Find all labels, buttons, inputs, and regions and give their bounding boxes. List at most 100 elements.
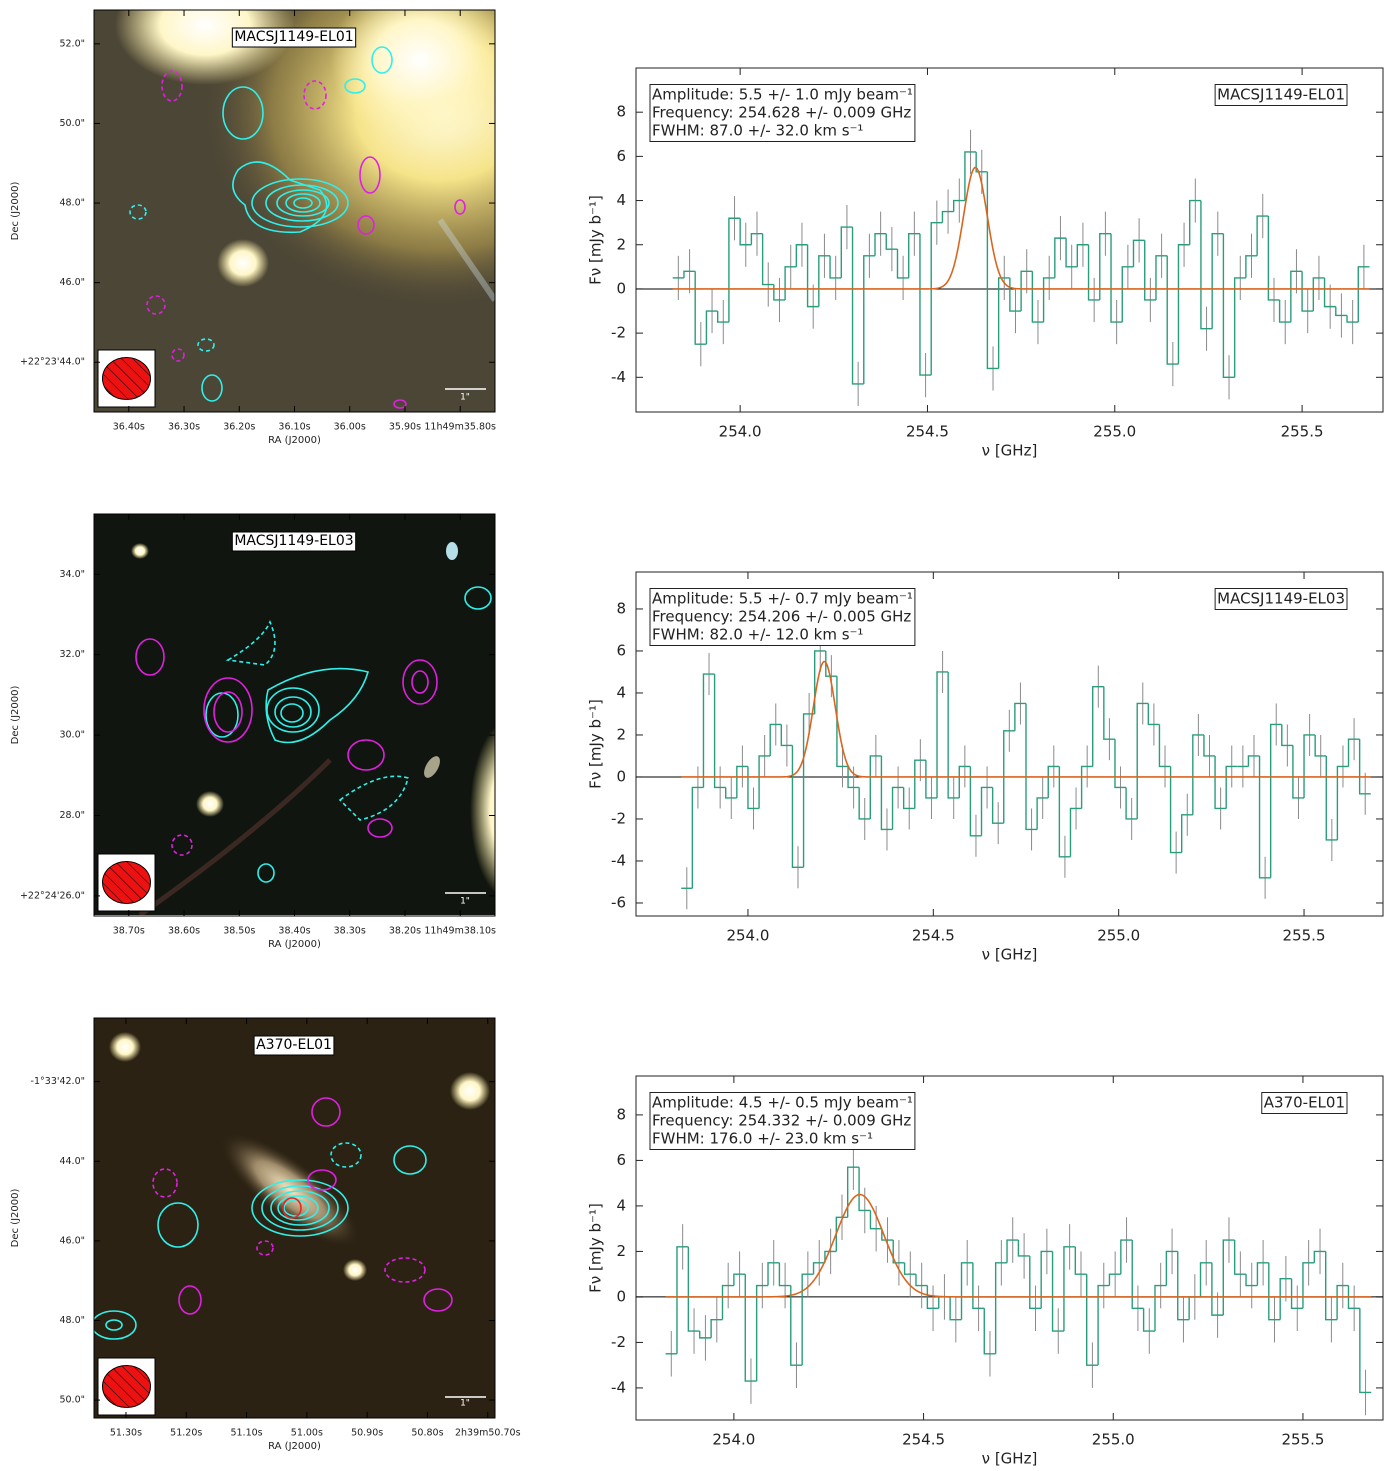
x-tick-label: 36.20s: [223, 422, 255, 433]
gaussian-fit: [681, 660, 1371, 778]
spectrum-step: [915, 1274, 928, 1287]
x-tick-label: 36.10s: [278, 422, 310, 433]
y-tick-label: -1°33'42.0": [31, 1076, 85, 1087]
y-tick-label: 46.0": [59, 1235, 85, 1246]
spectrum-step: [1325, 755, 1338, 841]
x-tick-label: 254.0: [719, 423, 762, 441]
spectrum-step: [1144, 240, 1156, 301]
x-axis-label: RA (J2000): [268, 435, 321, 446]
x-tick-label: 36.00s: [334, 422, 366, 433]
fit-annotation: Amplitude: 5.5 +/- 0.7 mJy beam⁻¹: [652, 590, 913, 608]
spectrum-step: [960, 1262, 973, 1320]
spectrum-step: [1211, 1262, 1224, 1316]
spectrum-step: [1269, 723, 1282, 878]
y-axis-label: Fν [mJy b⁻¹]: [587, 699, 605, 789]
spectrum-label: MACSJ1149-EL01: [1217, 86, 1345, 104]
y-tick-label: 2: [616, 1242, 626, 1260]
spectrum-step: [710, 1318, 723, 1338]
panel-label: A370-EL01: [256, 1037, 332, 1053]
x-tick-label: 51.00s: [291, 1428, 323, 1439]
x-tick-label: 38.40s: [278, 926, 310, 937]
spectrum-step: [941, 210, 954, 223]
spectrum-step: [1103, 686, 1115, 740]
y-tick-label: -2: [611, 324, 626, 342]
spectrum-step: [1203, 734, 1216, 757]
spectrum-step: [1314, 734, 1327, 757]
spectrum-step: [975, 151, 988, 173]
y-tick-label: 50.0": [59, 118, 85, 129]
spectrum-step: [1258, 755, 1271, 879]
spectrum-step: [795, 244, 808, 267]
spectrum-step: [958, 765, 971, 798]
plot-frame: [635, 1075, 1384, 1421]
y-tick-label: 48.0": [59, 198, 85, 209]
y-tick-label: 46.0": [59, 277, 85, 288]
x-tick-label: 36.30s: [168, 422, 200, 433]
fit-annotation: Frequency: 254.628 +/- 0.009 GHz: [652, 104, 911, 122]
x-tick-label: 2h39m50.70s: [455, 1428, 521, 1439]
scalebar-label: 1": [460, 897, 470, 907]
x-tick-label: 35.90s: [389, 422, 421, 433]
y-tick-label: 4: [616, 191, 626, 209]
y-tick-label: 32.0": [59, 649, 85, 660]
y-tick-label: 6: [616, 641, 626, 659]
x-tick-label: 255.5: [1281, 1431, 1324, 1449]
fit-annotation: FWHM: 87.0 +/- 32.0 km s⁻¹: [652, 122, 863, 140]
spectrum-step: [780, 724, 793, 747]
spectrum-step: [769, 723, 782, 756]
spectrum-step: [802, 713, 815, 868]
spectrum-step: [1278, 299, 1291, 323]
x-tick-label: 50.90s: [351, 1428, 383, 1439]
image-panel-1: [94, 10, 495, 412]
spectrum-step: [801, 1273, 814, 1366]
y-axis-label: Dec (J2000): [10, 182, 21, 241]
spectrum-step: [1222, 1239, 1235, 1316]
spectrum-step: [1233, 277, 1246, 378]
spectrum-step: [858, 787, 871, 820]
spectrum-step: [736, 765, 748, 798]
gaussian-fit: [665, 1193, 1372, 1298]
spectrum-step: [1292, 745, 1305, 799]
x-tick-label: 51.20s: [170, 1428, 202, 1439]
spectrum-step: [687, 1246, 700, 1332]
scalebar-label: 1": [460, 1399, 470, 1409]
y-tick-label: -4: [611, 1378, 626, 1396]
spectrum-step: [892, 1240, 905, 1264]
y-tick-label: +22°23'44.0": [20, 357, 85, 368]
spectrum-step: [721, 1284, 734, 1320]
label-box: [231, 27, 357, 48]
x-axis-label: RA (J2000): [268, 939, 321, 950]
spectrum-step: [1192, 734, 1204, 815]
spectrum-step: [1225, 765, 1238, 809]
spectrum-step: [1290, 1278, 1303, 1309]
spectrum-step: [908, 233, 920, 278]
y-tick-label: 8: [616, 599, 626, 617]
label-box: [1261, 1092, 1348, 1114]
spectrum-step: [1346, 315, 1359, 323]
x-tick-label: 255.0: [1093, 423, 1136, 441]
x-tick-label: 254.5: [902, 1431, 945, 1449]
x-tick-label: 255.5: [1283, 927, 1326, 945]
spectrum-step: [1087, 244, 1100, 301]
plot-frame: [635, 67, 1384, 413]
x-tick-label: 254.5: [912, 927, 955, 945]
spectrum-step: [1017, 1240, 1030, 1257]
spectrum-step: [1335, 306, 1348, 317]
spectrum-step: [1166, 255, 1179, 365]
spectrum-step: [739, 218, 752, 246]
fit-annotation: Frequency: 254.332 +/- 0.009 GHz: [652, 1112, 911, 1130]
spectrum-step: [1120, 1239, 1133, 1275]
spectrum-step: [851, 227, 864, 385]
spectrum-step: [1211, 233, 1224, 329]
spectrum-step: [1188, 199, 1201, 245]
spectrum-label: A370-EL01: [1264, 1094, 1345, 1112]
x-tick-label: 51.30s: [110, 1428, 142, 1439]
spectrum-step: [702, 673, 715, 788]
spectrum-step: [1040, 1250, 1053, 1309]
spectrum-step: [903, 1262, 916, 1275]
spectrum-step: [880, 755, 893, 831]
spectrum-step: [1047, 765, 1060, 798]
spectrum-step: [1025, 703, 1038, 831]
spectrum-step: [1074, 1246, 1087, 1275]
